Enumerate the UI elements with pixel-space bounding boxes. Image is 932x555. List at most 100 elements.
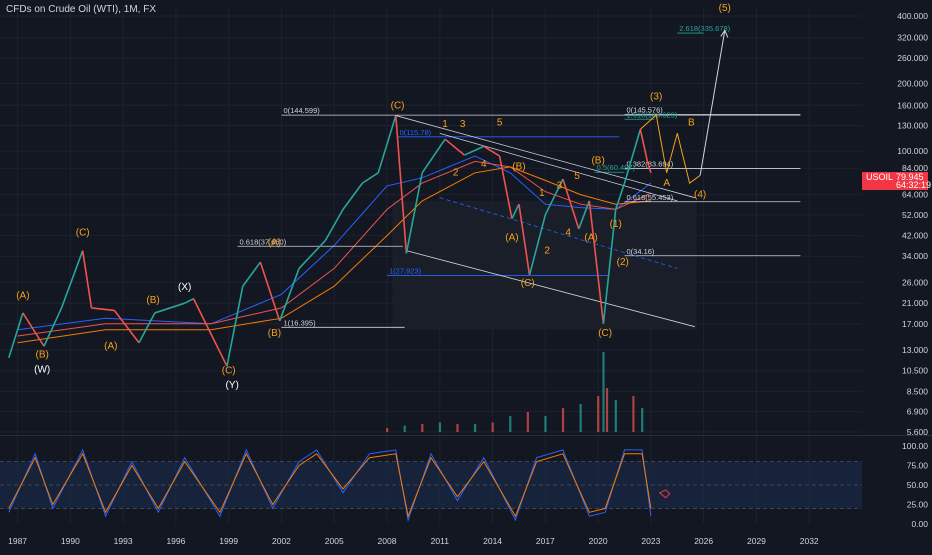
osc-tick-label: 50.00 xyxy=(907,480,929,490)
projection-zone xyxy=(392,200,697,330)
x-tick-label: 2023 xyxy=(641,536,660,546)
wave-label: (B) xyxy=(591,156,604,167)
price-segment xyxy=(588,200,605,324)
y-tick-label: 26.000 xyxy=(902,277,928,287)
wave-label: (4) xyxy=(694,190,706,201)
y-tick-label: 130.000 xyxy=(897,121,928,131)
price-segment xyxy=(138,312,156,344)
volume-bar xyxy=(544,416,547,432)
y-tick-label: 160.000 xyxy=(897,100,928,110)
fib-label: 0(34.16) xyxy=(627,247,655,256)
volume-bar xyxy=(526,412,529,432)
price-segment xyxy=(324,208,344,241)
price-axis[interactable]: 400.000 320.000 260.000 200.000 160.000 130.0… xyxy=(897,11,928,437)
fib-label: 0.5(60.497) xyxy=(597,163,636,172)
chart-title: CFDs on Crude Oil (WTI), 1M, FX xyxy=(6,4,157,15)
wave-label: 3 xyxy=(557,181,563,192)
price-segment xyxy=(60,250,84,309)
wave-label: (A) xyxy=(584,232,597,243)
wave-label: (C) xyxy=(76,228,90,239)
fib-label: 0.382(83.694) xyxy=(627,159,674,168)
price-segment xyxy=(395,115,408,254)
volume-bar xyxy=(386,428,389,432)
y-tick-label: 100.000 xyxy=(897,146,928,156)
price-segment xyxy=(22,312,45,347)
fib-label: 1.618(138.629) xyxy=(627,110,678,119)
x-tick-label: 2011 xyxy=(431,536,450,546)
wave-label-layer: (A) (B) (W) (C) (A) (B) (X) (C) (Y) (A) (B) (C) 1 2 3 4… xyxy=(16,3,731,391)
price-segment xyxy=(113,309,140,344)
y-tick-label: 10.500 xyxy=(902,366,928,376)
wave-label: 1 xyxy=(442,119,448,130)
wave-label: (A) xyxy=(268,237,281,248)
price-segment xyxy=(614,182,626,210)
price-segment xyxy=(544,178,564,216)
wave-label: B xyxy=(688,118,695,129)
time-axis[interactable]: 1987 1990 1993 1996 1999 2002 2005 2008 2011 2014… xyxy=(8,536,819,546)
wave-label: 5 xyxy=(497,118,503,129)
osc-tick-label: 25.00 xyxy=(907,500,929,510)
y-tick-label: 400.000 xyxy=(897,11,928,21)
fib-label: 0(144.599) xyxy=(283,106,320,115)
price-segment xyxy=(192,298,228,367)
price-segment xyxy=(421,138,446,174)
channel-line xyxy=(406,250,695,328)
price-segment xyxy=(298,239,327,269)
volume-bar xyxy=(641,408,644,432)
shaded-zone xyxy=(392,200,697,330)
wave-label: (A) xyxy=(104,341,117,352)
wave-label: (A) xyxy=(505,232,518,243)
oscillator-pane: 100.00 75.00 50.00 25.00 0.00 xyxy=(0,441,928,529)
moving-average-line xyxy=(17,160,652,337)
x-tick-label: 2017 xyxy=(536,536,555,546)
price-segment xyxy=(43,307,63,347)
projection-arrow xyxy=(699,30,726,176)
stoch-line xyxy=(8,452,652,518)
wave-label: (2) xyxy=(617,257,629,268)
volume-bar xyxy=(473,424,477,432)
volume-bar xyxy=(602,352,605,432)
y-tick-label: 200.000 xyxy=(897,79,928,89)
wave-label: (A) xyxy=(16,291,29,302)
x-tick-label: 1990 xyxy=(61,536,80,546)
x-tick-label: 1999 xyxy=(219,536,238,546)
volume-bar xyxy=(456,424,459,432)
wave-label: (B) xyxy=(146,295,159,306)
channel-line xyxy=(395,115,695,199)
wave-label: 2 xyxy=(453,167,459,178)
x-tick-label: 2002 xyxy=(272,536,291,546)
wave-label: 1 xyxy=(539,188,545,199)
projection-layer xyxy=(639,29,729,184)
fib-label: 1(16.395) xyxy=(283,318,316,327)
x-tick-label: 2029 xyxy=(747,536,766,546)
fib-label: 0.618(55.453) xyxy=(627,193,674,202)
osc-tick-label: 0.00 xyxy=(911,519,928,529)
wave-label: 4 xyxy=(481,159,487,170)
projection-path xyxy=(639,113,701,184)
wave-label: (X) xyxy=(178,282,191,293)
price-segment xyxy=(405,172,423,254)
price-segment xyxy=(498,155,513,219)
y-tick-label: 260.000 xyxy=(897,53,928,63)
pane-divider[interactable] xyxy=(0,435,932,436)
channel-layer xyxy=(395,115,695,328)
badge-symbol: USOIL xyxy=(866,172,894,182)
price-segment xyxy=(184,297,194,304)
volume-bar xyxy=(579,404,582,432)
y-tick-label: 34.000 xyxy=(902,251,928,261)
channel-line xyxy=(439,132,678,202)
price-segment xyxy=(242,261,262,287)
badge-price: 79.945 xyxy=(896,172,924,182)
price-segment xyxy=(226,286,244,367)
fib-label: 1(27.923) xyxy=(389,266,422,275)
volume-layer xyxy=(386,352,644,432)
volume-bar xyxy=(509,416,512,432)
wave-label: (1) xyxy=(610,219,622,230)
alert-icon xyxy=(658,489,671,499)
price-segment xyxy=(464,145,485,156)
wave-label: A xyxy=(663,178,670,189)
moving-average-layer xyxy=(17,155,652,344)
y-tick-label: 8.500 xyxy=(907,386,929,396)
